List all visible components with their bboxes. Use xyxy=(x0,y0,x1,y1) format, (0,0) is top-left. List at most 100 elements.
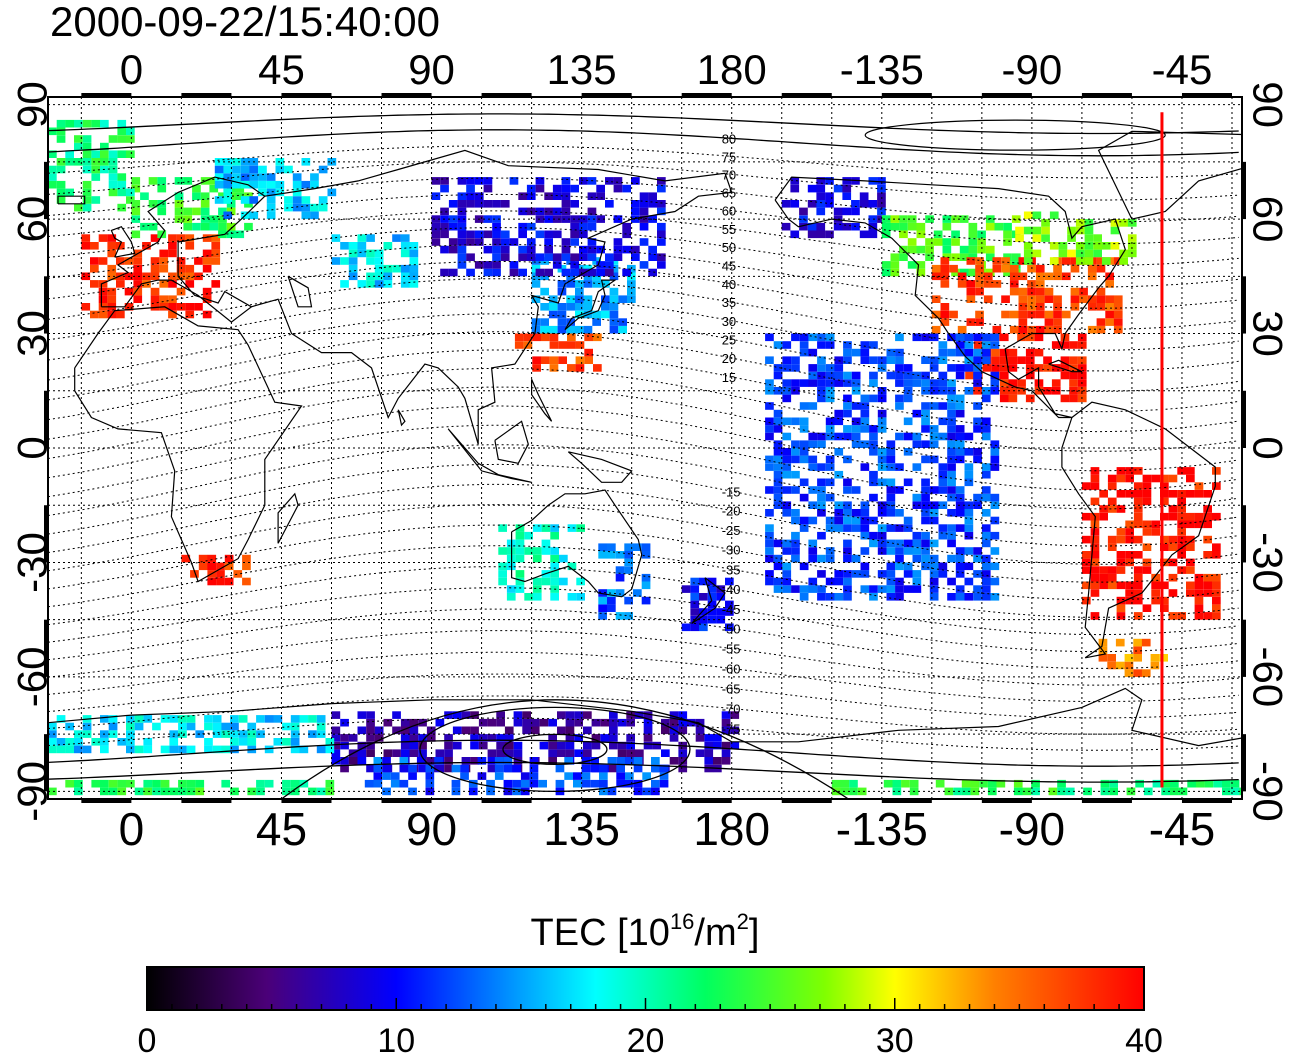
tec-cell xyxy=(800,341,809,349)
tec-cell xyxy=(1036,288,1045,296)
tec-cell xyxy=(826,479,835,487)
tec-cell xyxy=(576,524,585,532)
tec-cell xyxy=(366,234,375,242)
tec-cell xyxy=(544,231,553,239)
tec-cell xyxy=(947,471,956,479)
tec-cell xyxy=(332,257,341,265)
tec-cell xyxy=(488,749,497,757)
tec-cell xyxy=(913,410,922,418)
tec-cell xyxy=(100,120,109,128)
tec-cell xyxy=(1105,295,1114,303)
tec-cell xyxy=(843,517,852,525)
tec-cell xyxy=(1212,597,1221,605)
tec-cell xyxy=(458,246,467,254)
tec-cell xyxy=(640,208,649,216)
mlat-label: 40 xyxy=(722,277,736,292)
tec-cell xyxy=(782,356,791,364)
tec-cell xyxy=(1069,356,1078,364)
tec-cell xyxy=(932,295,941,303)
tec-cell xyxy=(895,395,904,403)
tec-cell xyxy=(1169,513,1178,521)
tec-cell xyxy=(575,288,584,296)
tec-cell xyxy=(904,395,913,403)
tec-cell xyxy=(576,356,585,364)
tec-cell xyxy=(895,402,904,410)
mlat-label: -60 xyxy=(722,661,741,676)
tec-cell xyxy=(452,780,461,788)
tec-cell xyxy=(521,772,530,780)
tec-cell xyxy=(470,727,479,735)
tec-cell xyxy=(817,334,826,342)
tec-cell xyxy=(704,749,713,757)
tec-cell xyxy=(1125,528,1134,536)
tec-cell xyxy=(410,257,419,265)
tec-cell xyxy=(392,711,401,719)
tec-cell xyxy=(501,246,510,254)
tec-cell xyxy=(1076,250,1085,258)
mlat-label: 20 xyxy=(722,351,736,366)
tec-cell xyxy=(223,166,232,174)
tec-cell xyxy=(1134,490,1143,498)
tec-cell xyxy=(462,727,471,735)
tec-cell xyxy=(861,402,870,410)
tec-cell xyxy=(609,727,618,735)
tec-cell xyxy=(1019,288,1028,296)
tec-cell xyxy=(834,410,843,418)
tec-cell xyxy=(241,166,250,174)
tec-cell xyxy=(116,311,125,319)
tec-cell xyxy=(808,372,817,380)
tec-cell xyxy=(1097,318,1106,326)
tec-cell xyxy=(1114,318,1123,326)
tec-cell xyxy=(570,261,579,269)
tec-cell xyxy=(965,479,974,487)
frame-bar-top xyxy=(181,93,231,98)
tec-cell xyxy=(449,223,458,231)
tec-cell xyxy=(843,479,852,487)
tec-cell xyxy=(1033,212,1042,220)
tec-cell xyxy=(991,334,1000,342)
tec-cell xyxy=(791,418,800,426)
tec-cell xyxy=(1082,513,1091,521)
tec-cell xyxy=(530,780,539,788)
tec-cell xyxy=(143,715,152,723)
tec-cell xyxy=(708,593,717,601)
tec-cell xyxy=(782,540,791,548)
tec-cell xyxy=(1000,395,1009,403)
tec-cell xyxy=(593,364,602,372)
tec-cell xyxy=(904,479,913,487)
tec-cell xyxy=(510,261,519,269)
mlat-label: -70 xyxy=(722,702,741,717)
tec-cell xyxy=(536,269,545,277)
mlat-label: 35 xyxy=(722,295,736,310)
tec-cell xyxy=(83,181,92,189)
tec-cell xyxy=(1195,574,1204,582)
tec-cell xyxy=(550,555,559,563)
tec-cell xyxy=(808,364,817,372)
tec-cell xyxy=(949,265,958,273)
tec-cell xyxy=(941,257,950,265)
tec-cell xyxy=(99,234,108,242)
tec-cell xyxy=(223,181,232,189)
tec-cell xyxy=(310,212,319,220)
tec-cell xyxy=(470,742,479,750)
tec-cell xyxy=(860,200,869,208)
tec-cell xyxy=(1151,528,1160,536)
tec-cell xyxy=(453,727,462,735)
tec-cell xyxy=(983,364,992,372)
tec-cell xyxy=(582,772,591,780)
tec-cell xyxy=(975,288,984,296)
tec-cell xyxy=(582,765,591,773)
tec-cell xyxy=(982,463,991,471)
tec-cell xyxy=(126,135,135,143)
mlat-label: 65 xyxy=(722,186,736,201)
tec-cell xyxy=(1212,467,1221,475)
tec-cell xyxy=(1071,288,1080,296)
tec-cell xyxy=(1169,574,1178,582)
tec-cell xyxy=(564,772,573,780)
tec-cell xyxy=(861,585,870,593)
tec-cell xyxy=(232,166,241,174)
tec-cell xyxy=(183,177,192,185)
tec-cell xyxy=(947,364,956,372)
tec-cell xyxy=(583,727,592,735)
tec-cell xyxy=(817,532,826,540)
